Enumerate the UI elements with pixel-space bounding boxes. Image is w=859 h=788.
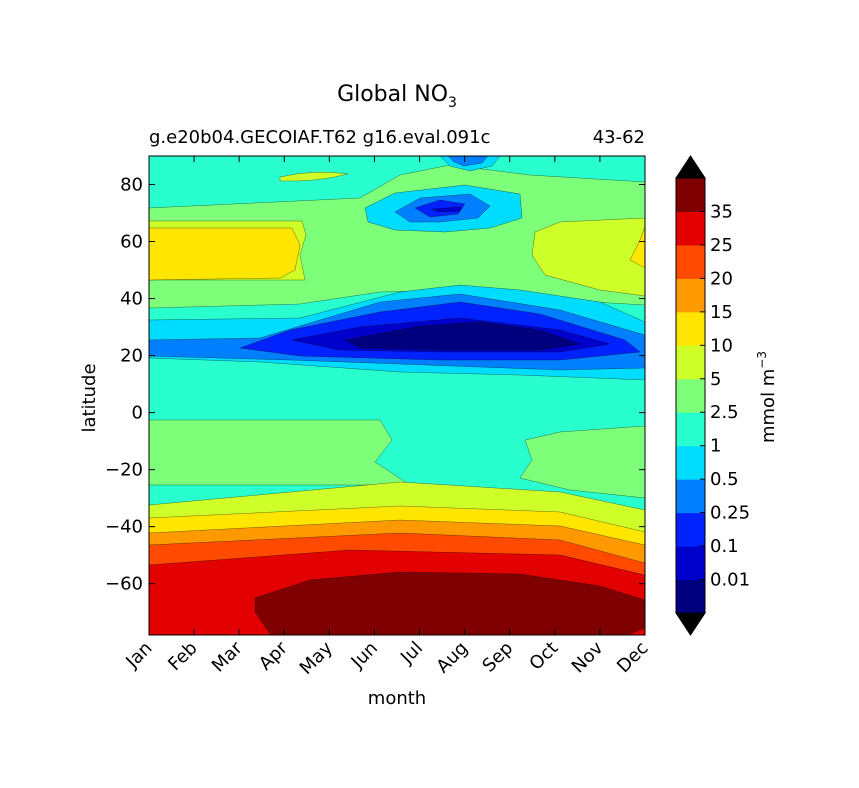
colorbar-swatch-6 xyxy=(676,378,705,413)
colorbar-tick-label: 0.01 xyxy=(710,570,750,591)
colorbar-tick-label: 20 xyxy=(710,268,733,289)
chart-subtitle-right: 43-62 xyxy=(593,127,645,148)
contour-band-6 xyxy=(629,225,645,269)
colorbar-tick-label: 2.5 xyxy=(710,402,739,423)
colorbar-frame xyxy=(675,177,706,614)
colorbar-swatch-11 xyxy=(676,211,705,246)
x-tick-label: Feb xyxy=(164,638,201,675)
colorbar-swatch-9 xyxy=(676,278,705,313)
y-axis-label: latitude xyxy=(79,363,100,432)
colorbar-tick-label: 25 xyxy=(710,235,733,256)
x-axis-label: month xyxy=(368,688,426,709)
contour-band-3 xyxy=(531,217,645,297)
y-tick-label: −20 xyxy=(105,460,143,481)
plot-frame xyxy=(148,155,646,636)
colorbar-over-arrow xyxy=(675,155,706,179)
y-tick-label: 0 xyxy=(132,403,143,424)
x-tick-label: Sep xyxy=(478,638,517,677)
x-tick-label: Jun xyxy=(347,638,382,673)
contour-band-4 xyxy=(279,171,349,182)
colorbar-tick-label: 0.5 xyxy=(710,469,739,490)
colorbar-label: mmol m−3 xyxy=(755,351,779,443)
colorbar-swatch-2 xyxy=(676,512,705,547)
contour-band-5 xyxy=(149,227,301,281)
contour-band-18 xyxy=(149,419,411,486)
y-axis: 80 60 40 20 0 −20 −40 −60 xyxy=(105,175,645,595)
chart-title-main: Global NO xyxy=(337,82,448,107)
y-tick-label: 80 xyxy=(120,175,143,196)
x-tick-label: May xyxy=(296,637,337,678)
contour-band-11 xyxy=(344,321,581,351)
x-tick-label: Oct xyxy=(525,638,562,675)
contour-band-19 xyxy=(519,425,645,499)
y-tick-label: 40 xyxy=(120,289,143,310)
x-tick-label: Apr xyxy=(255,637,292,674)
colorbar-tick-label: 0.25 xyxy=(710,503,750,524)
contour-band-15 xyxy=(431,206,463,213)
x-tick-label: Nov xyxy=(568,637,608,677)
colorbar-swatch-10 xyxy=(676,244,705,279)
y-tick-label: −40 xyxy=(105,517,143,538)
colorbar-swatch-7 xyxy=(676,345,705,380)
chart-title-subscript: 3 xyxy=(448,95,457,111)
colorbar-swatch-0 xyxy=(676,579,705,614)
chart-subtitle-left: g.e20b04.GECOIAF.T62 g16.eval.091c xyxy=(149,127,490,148)
colorbar-swatch-4 xyxy=(676,445,705,480)
x-tick-label: Aug xyxy=(432,638,472,678)
colorbar-label-superscript: −3 xyxy=(755,351,769,369)
chart-title: Global NO3 xyxy=(337,82,457,111)
colorbar-swatch-3 xyxy=(676,479,705,514)
contour-band-25 xyxy=(254,571,645,635)
contour-plot-area xyxy=(149,156,645,635)
contour-band-17 xyxy=(447,156,489,167)
colorbar-tick-label: 15 xyxy=(710,302,733,323)
colorbar-swatch-5 xyxy=(676,412,705,447)
colorbar-tick-label: 1 xyxy=(710,436,721,457)
colorbar-tick-label: 10 xyxy=(710,335,733,356)
x-tick-label: Jul xyxy=(396,638,427,669)
y-tick-label: 60 xyxy=(120,232,143,253)
y-tick-label: −60 xyxy=(105,574,143,595)
colorbar-label-main: mmol m xyxy=(758,369,779,443)
colorbar-tick-label: 35 xyxy=(710,201,733,222)
colorbar-swatch-1 xyxy=(676,546,705,581)
colorbar-under-arrow xyxy=(675,612,706,636)
colorbar-swatch-12 xyxy=(676,178,705,212)
y-tick-label: 20 xyxy=(120,346,143,367)
colorbar-swatch-8 xyxy=(676,311,705,346)
x-tick-label: Dec xyxy=(613,638,652,677)
colorbar: 0.01 0.1 0.25 0.5 1 2.5 5 10 15 20 25 35 xyxy=(675,155,750,636)
x-tick-label: Mar xyxy=(208,637,247,676)
x-tick-label: Jan xyxy=(121,638,156,673)
colorbar-tick-label: 0.1 xyxy=(710,536,739,557)
colorbar-tick-label: 5 xyxy=(710,369,721,390)
